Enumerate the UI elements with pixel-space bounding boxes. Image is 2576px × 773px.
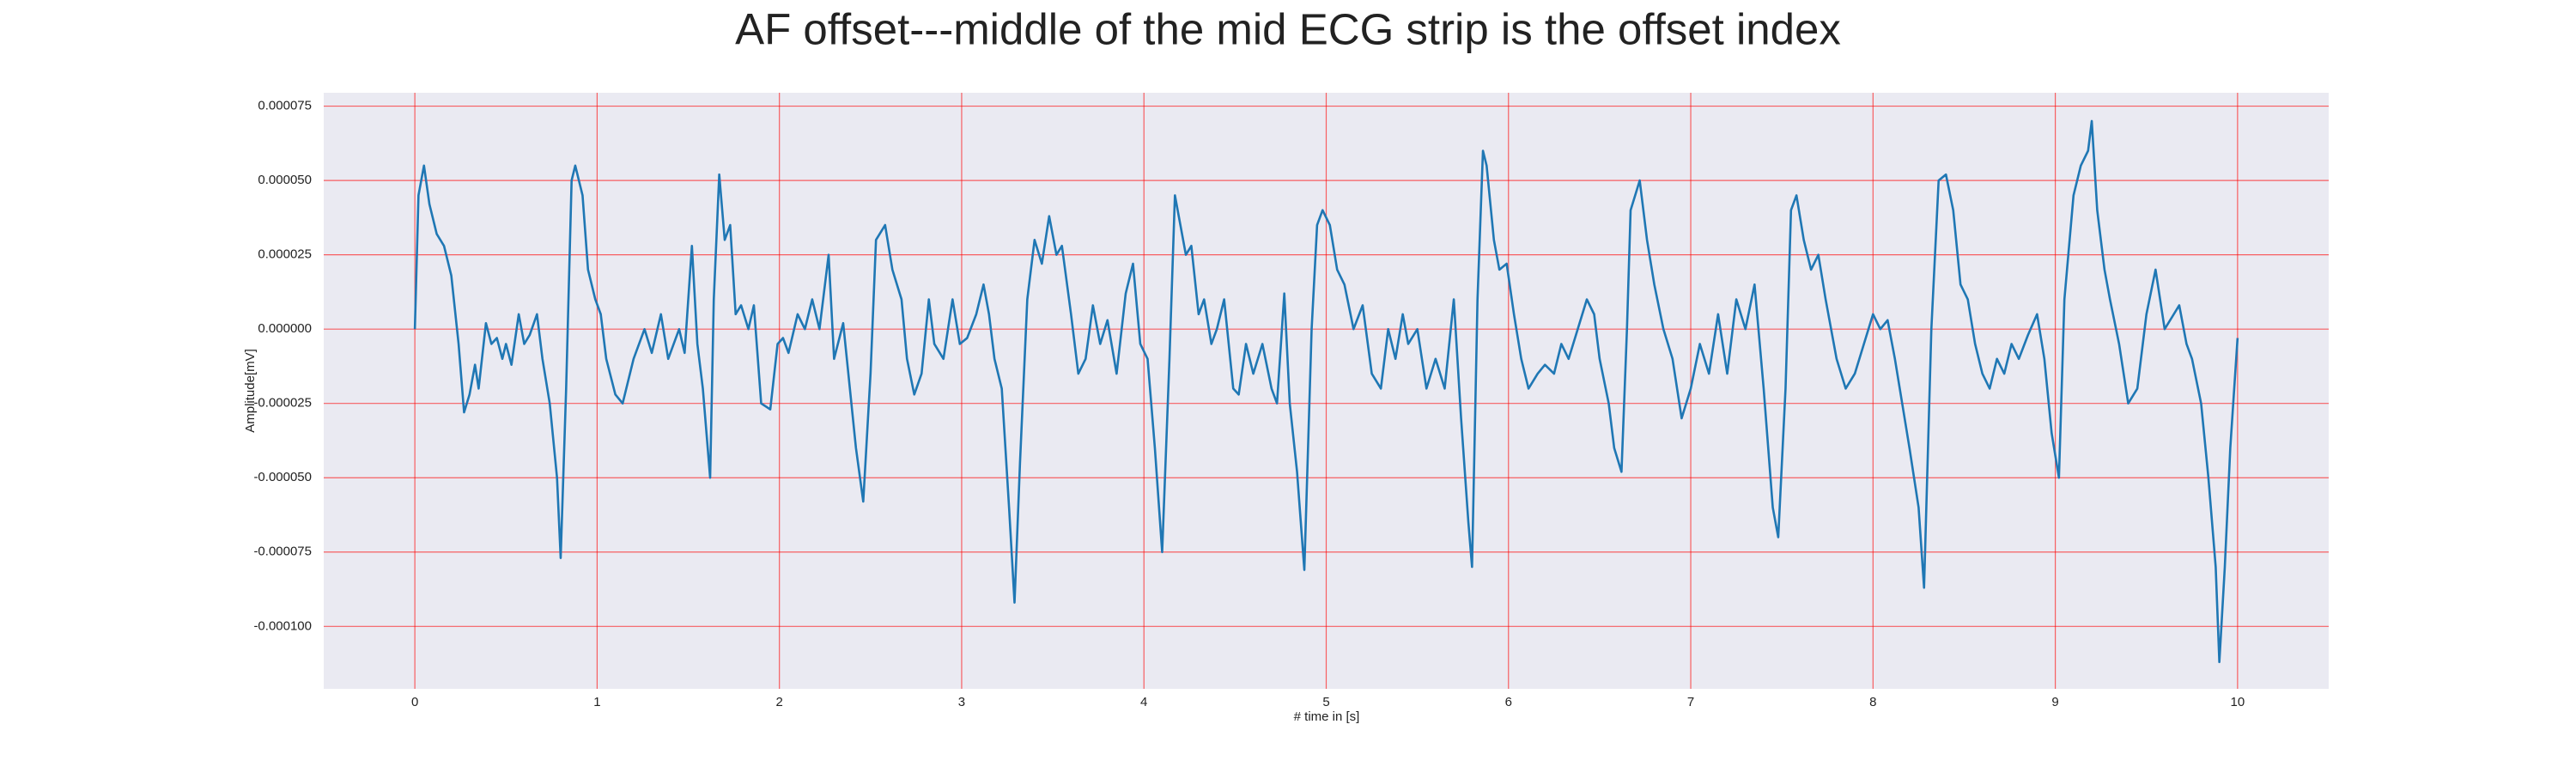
- y-tick-label: -0.000100: [253, 618, 312, 633]
- y-tick-label: 0.000075: [258, 99, 312, 113]
- x-tick-label: 6: [1505, 695, 1512, 709]
- x-tick-label: 7: [1687, 695, 1694, 709]
- y-axis-label: Amplitude[mV]: [243, 349, 258, 433]
- x-tick-label: 10: [2231, 695, 2245, 709]
- y-tick-label: -0.000025: [253, 396, 312, 411]
- x-tick-label: 0: [411, 695, 418, 709]
- x-tick-label: 2: [776, 695, 783, 709]
- chart-title: AF offset---middle of the mid ECG strip …: [735, 4, 1841, 53]
- y-tick-label: -0.000050: [253, 470, 312, 484]
- x-tick-label: 4: [1140, 695, 1147, 709]
- x-tick-label: 9: [2051, 695, 2058, 709]
- y-tick-label: 0.000025: [258, 247, 312, 262]
- ecg-line: [413, 119, 2239, 664]
- y-tick-label: 0.000050: [258, 173, 312, 187]
- x-tick-label: 3: [958, 695, 965, 709]
- x-tick-label: 8: [1869, 695, 1876, 709]
- y-tick-label: 0.000000: [258, 321, 312, 336]
- x-tick-label: 1: [593, 695, 600, 709]
- x-tick-label: 5: [1322, 695, 1329, 709]
- x-axis-label: # time in [s]: [1294, 709, 1360, 724]
- y-tick-label: -0.000075: [253, 545, 312, 559]
